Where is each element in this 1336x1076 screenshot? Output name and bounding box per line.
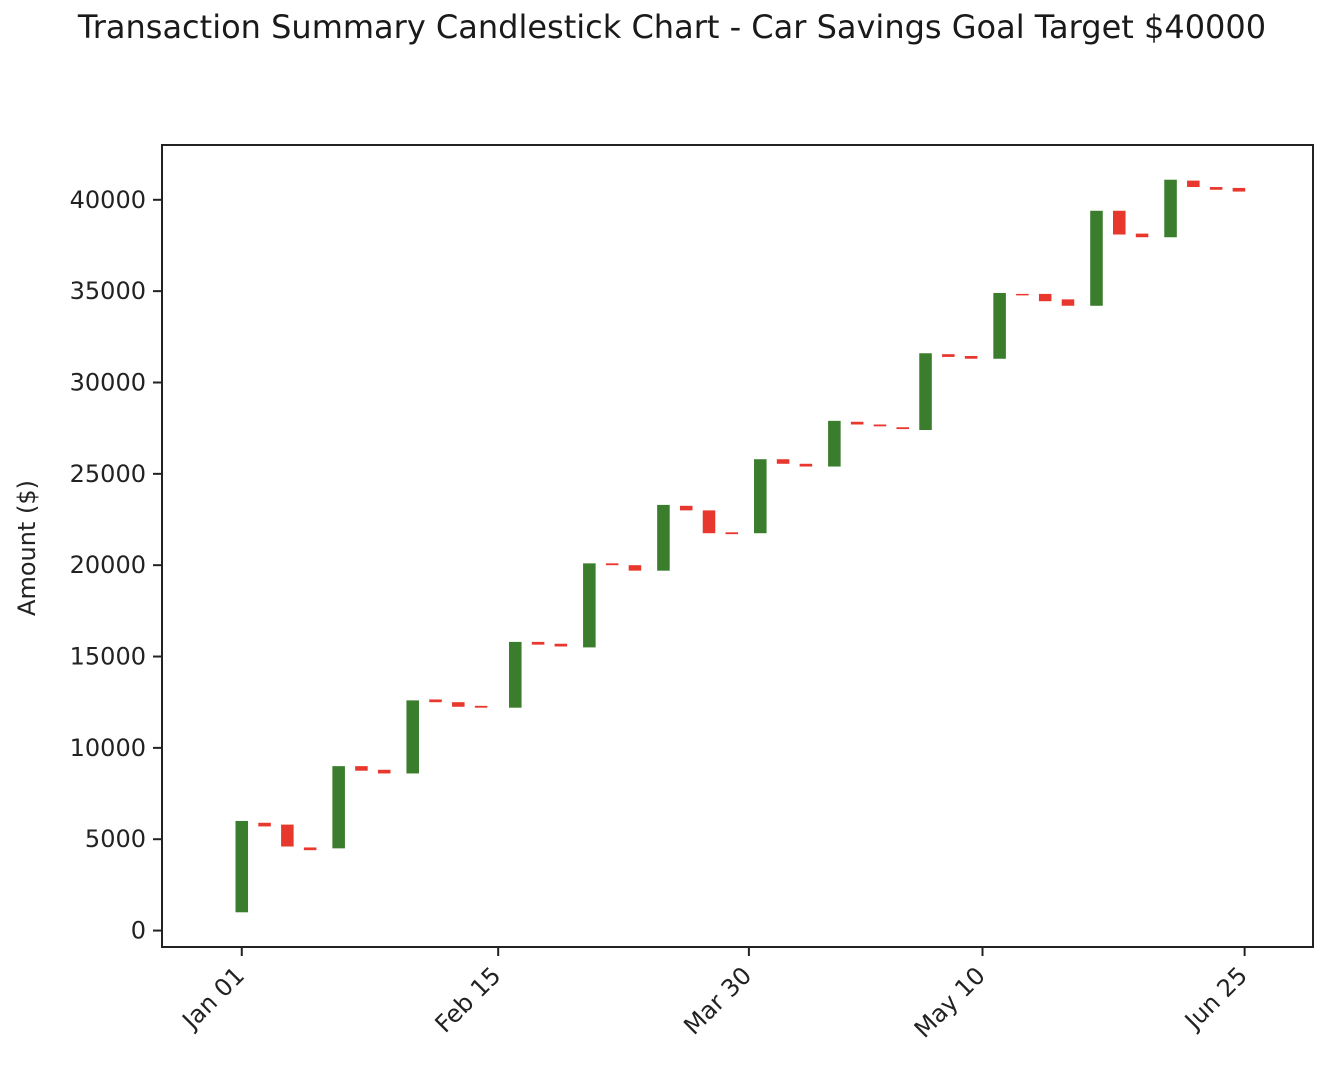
candle-down xyxy=(554,643,568,647)
chart-title: Transaction Summary Candlestick Chart - … xyxy=(77,8,1267,46)
candle-up xyxy=(828,420,841,467)
x-tick-label: Feb 15 xyxy=(430,961,507,1038)
y-axis: 0 5000 10000 15000 20000 25000 30000 35000 40000 xyxy=(70,186,162,945)
y-tick-label: 15000 xyxy=(70,643,146,671)
x-tick-label: Jun 25 xyxy=(1178,961,1253,1036)
y-axis-label: Amount ($) xyxy=(13,480,41,616)
candle-down xyxy=(1061,299,1075,306)
candle-down xyxy=(873,424,887,427)
candle-up xyxy=(235,820,249,913)
candle-up xyxy=(657,504,670,571)
candle-down xyxy=(799,463,813,467)
candle-down xyxy=(452,702,465,707)
candle-down xyxy=(679,505,693,511)
candle-down xyxy=(474,705,488,708)
candle-down xyxy=(1135,233,1149,238)
candle-down xyxy=(258,822,271,827)
candle-down xyxy=(628,565,642,571)
candle-down xyxy=(377,769,391,774)
candle-down xyxy=(1209,187,1223,190)
y-tick-label: 0 xyxy=(131,917,146,945)
candle-up xyxy=(583,563,596,648)
candle-up xyxy=(993,292,1006,359)
candle-down xyxy=(355,766,368,771)
y-tick-label: 35000 xyxy=(70,277,146,305)
plot-frame xyxy=(161,144,1314,948)
candle-down xyxy=(1016,293,1029,296)
candle-up xyxy=(754,459,767,534)
candle-down xyxy=(531,641,545,645)
candle-up xyxy=(509,641,522,708)
candles-layer xyxy=(235,179,1246,913)
candle-down xyxy=(964,356,978,359)
candle-down xyxy=(605,563,619,566)
candle-down xyxy=(303,847,317,851)
y-tick-label: 40000 xyxy=(70,186,146,214)
candle-up xyxy=(332,766,345,849)
y-tick-label: 30000 xyxy=(70,368,146,396)
candle-down xyxy=(725,532,739,535)
candle-up xyxy=(1090,210,1103,306)
candle-down xyxy=(429,699,442,703)
candle-up xyxy=(919,353,932,430)
x-tick-label: Jan 01 xyxy=(176,961,250,1035)
candle-up xyxy=(1164,179,1177,238)
x-axis: Jan 01 Feb 15 Mar 30 May 10 Jun 25 xyxy=(176,947,1253,1043)
candle-down xyxy=(1187,180,1200,188)
x-tick-label: May 10 xyxy=(909,961,991,1043)
candle-down xyxy=(896,427,910,430)
y-tick-label: 5000 xyxy=(85,825,146,853)
candle-down xyxy=(1232,187,1246,192)
candle-down xyxy=(942,354,955,357)
x-tick-label: Mar 30 xyxy=(678,961,757,1040)
candle-down xyxy=(1038,293,1052,302)
candle-up xyxy=(406,700,419,774)
candle-down xyxy=(281,824,294,847)
candle-down xyxy=(776,459,790,464)
y-tick-label: 20000 xyxy=(70,551,146,579)
candle-down xyxy=(702,510,716,534)
y-tick-label: 25000 xyxy=(70,460,146,488)
candle-down xyxy=(850,421,864,425)
candle-down xyxy=(1113,210,1126,235)
y-tick-label: 10000 xyxy=(70,734,146,762)
